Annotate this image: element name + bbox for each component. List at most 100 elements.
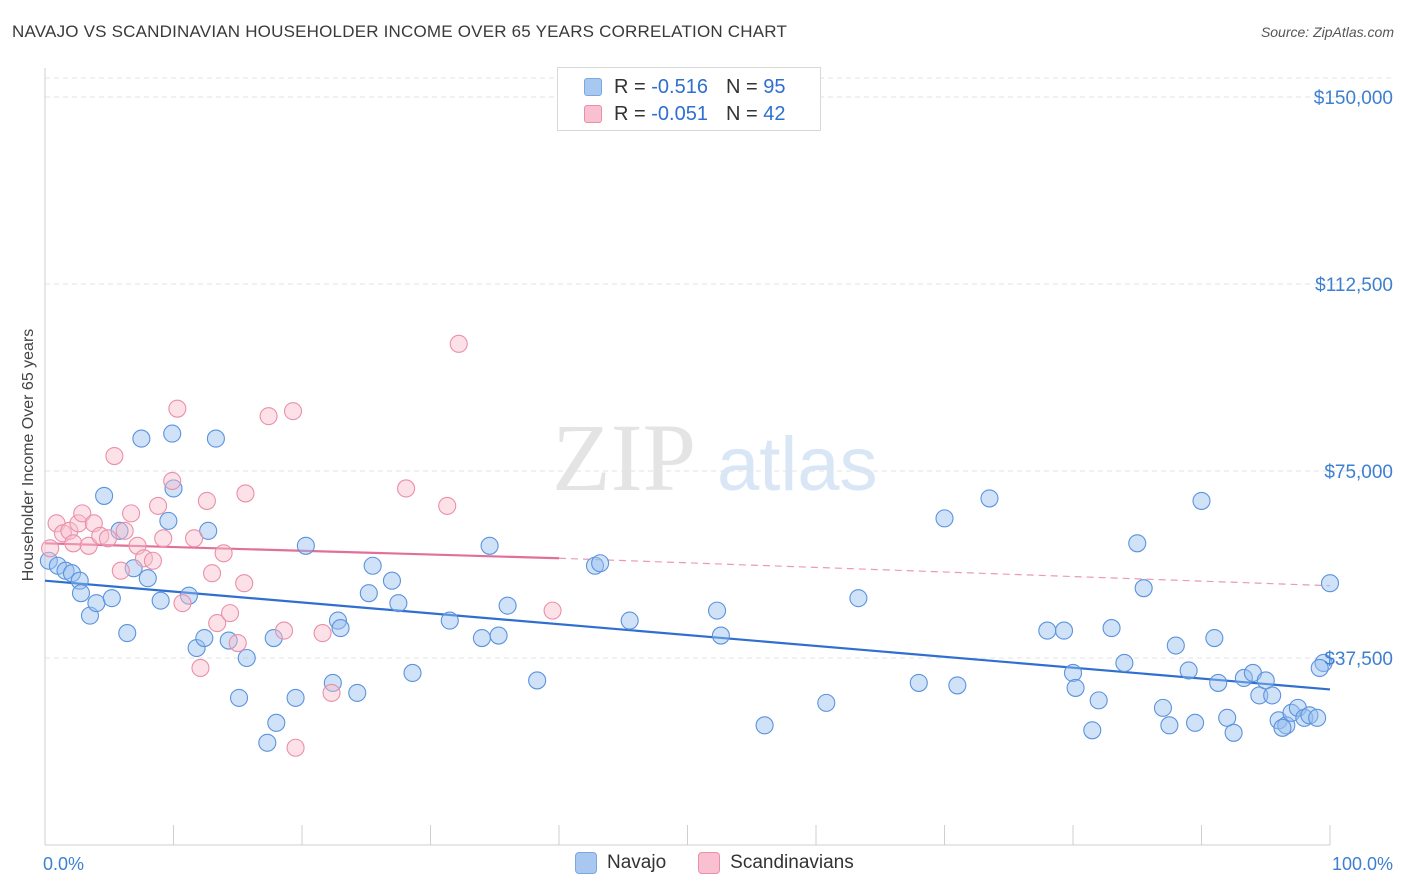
watermark-zip: ZIP (552, 404, 696, 511)
point-navajo (708, 601, 727, 620)
x-tick-label-max: 100.0% (1332, 854, 1393, 874)
point-navajo (363, 556, 382, 575)
point-navajo (909, 673, 928, 692)
point-scandinavians (220, 604, 240, 623)
point-navajo (199, 521, 218, 540)
point-navajo (359, 584, 378, 603)
trend-lines (44, 542, 1331, 691)
point-scandinavians (322, 683, 341, 702)
point-navajo (1234, 668, 1253, 687)
point-navajo (229, 688, 249, 707)
point-navajo (132, 429, 151, 448)
r-value: -0.051 (651, 102, 708, 125)
point-navajo (935, 509, 954, 528)
point-navajo (498, 596, 517, 615)
point-scandinavians (286, 738, 305, 757)
point-scandinavians (283, 402, 303, 421)
y-tick-label: $150,000 (1314, 88, 1393, 109)
point-scandinavians (397, 479, 416, 498)
n-label: N = (725, 102, 758, 125)
point-navajo (1205, 629, 1224, 648)
legend-row-scandinavians: R = -0.051 N = 42 (584, 102, 785, 126)
point-navajo (755, 716, 774, 735)
point-scandinavians (274, 621, 294, 640)
point-navajo (118, 624, 137, 643)
point-navajo (528, 671, 547, 690)
point-navajo (489, 626, 508, 645)
point-navajo (159, 511, 178, 530)
point-scandinavians (259, 407, 278, 426)
point-navajo (1054, 621, 1074, 640)
point-scandinavians (105, 446, 124, 466)
point-navajo (817, 693, 836, 712)
point-navajo (948, 676, 967, 695)
point-scandinavians (449, 334, 468, 353)
point-scandinavians (73, 504, 92, 523)
point-navajo (195, 629, 214, 648)
point-navajo (138, 569, 157, 588)
chart-source: Source: ZipAtlas.com (1260, 24, 1394, 40)
watermark-atlas: atlas (717, 422, 878, 507)
point-scandinavians (79, 536, 98, 555)
point-scandinavians (64, 534, 83, 553)
point-navajo (1209, 673, 1228, 692)
y-tick-labels: $37,500 $75,000 $112,500 $150,000 (1314, 88, 1393, 670)
point-navajo (585, 556, 605, 575)
point-scandinavians (149, 496, 168, 515)
n-label: N = (725, 75, 758, 98)
point-navajo (1153, 698, 1172, 717)
point-scandinavians (115, 521, 134, 540)
point-scandinavians (163, 471, 182, 491)
point-navajo (1218, 708, 1237, 727)
trend-extension-scandinavians (558, 557, 1331, 587)
point-navajo (1308, 708, 1327, 727)
point-scandinavians (197, 491, 216, 510)
point-navajo (1273, 718, 1292, 737)
x-tick-label-min: 0.0% (43, 854, 84, 874)
point-navajo (389, 594, 408, 613)
series-legend: Navajo Scandinavians (575, 852, 886, 874)
point-navajo (95, 486, 114, 505)
point-navajo (1224, 723, 1243, 742)
axes (44, 68, 1331, 846)
point-navajo (237, 648, 256, 668)
point-navajo (1179, 661, 1198, 680)
y-axis-label: Householder Income Over 65 years (20, 329, 37, 582)
point-scandinavians (543, 601, 562, 620)
point-scandinavians (214, 544, 233, 563)
point-scandinavians (438, 496, 457, 515)
point-scandinavians (168, 399, 187, 418)
r-label: R = (614, 75, 646, 98)
point-scandinavians (154, 529, 173, 548)
n-value: 95 (763, 75, 786, 98)
point-navajo (1263, 686, 1282, 705)
point-navajo (403, 663, 422, 683)
point-navajo (62, 564, 82, 583)
point-navajo (1134, 579, 1153, 598)
grid-lines (45, 77, 1395, 659)
legend-row-navajo: R = -0.516 N = 95 (584, 75, 785, 99)
legend-item-navajo: Navajo (575, 852, 666, 874)
point-navajo (1089, 691, 1108, 710)
point-navajo (591, 554, 610, 573)
point-scandinavians (235, 574, 254, 593)
point-navajo (164, 479, 183, 498)
y-tick-label: $112,500 (1315, 275, 1393, 296)
point-navajo (1066, 678, 1085, 697)
point-navajo (1083, 721, 1102, 740)
point-scandinavians (185, 529, 204, 548)
data-points (39, 334, 1340, 757)
stats-legend: R = -0.516 N = 95 R = -0.051 N = 42 (557, 67, 821, 131)
r-value: -0.516 (651, 75, 708, 98)
point-navajo (980, 489, 999, 508)
point-navajo (348, 683, 367, 702)
point-navajo (267, 713, 286, 732)
point-navajo (102, 589, 121, 608)
watermark: ZIP atlas (552, 404, 878, 511)
point-navajo (849, 589, 868, 608)
point-navajo (206, 429, 225, 448)
navajo-swatch (575, 852, 597, 874)
point-navajo (1320, 574, 1340, 593)
r-label: R = (614, 102, 646, 125)
